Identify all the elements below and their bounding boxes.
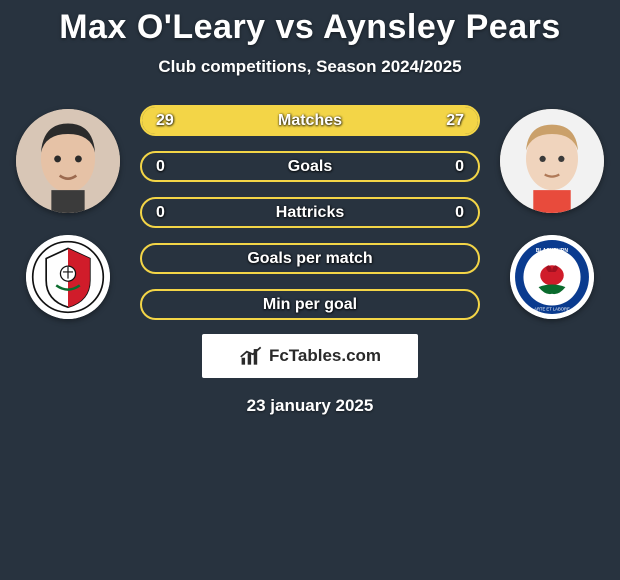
stat-label: Matches xyxy=(278,112,342,130)
right-column: BLACKBURN ARTE ET LABORE xyxy=(500,105,604,319)
stat-right-value: 0 xyxy=(455,158,464,176)
stat-row-min-per-goal: Min per goal xyxy=(140,289,480,320)
subtitle: Club competitions, Season 2024/2025 xyxy=(0,57,620,77)
stat-row-hattricks: 0 Hattricks 0 xyxy=(140,197,480,228)
comparison-card: Max O'Leary vs Aynsley Pears Club compet… xyxy=(0,0,620,416)
stat-right-value: 27 xyxy=(446,112,464,130)
page-title: Max O'Leary vs Aynsley Pears xyxy=(0,8,620,47)
stats-column: 29 Matches 27 0 Goals 0 0 Hattricks 0 Go… xyxy=(140,105,480,320)
stat-row-goals-per-match: Goals per match xyxy=(140,243,480,274)
footer: FcTables.com 23 january 2025 xyxy=(0,334,620,416)
stat-label: Hattricks xyxy=(276,204,344,222)
chart-icon xyxy=(239,345,265,367)
club-left-badge xyxy=(26,235,110,319)
stat-label: Goals xyxy=(288,158,332,176)
logo-text: FcTables.com xyxy=(269,346,381,366)
fctables-logo: FcTables.com xyxy=(202,334,418,378)
stat-left-value: 0 xyxy=(156,158,165,176)
svg-text:ARTE ET LABORE: ARTE ET LABORE xyxy=(534,307,570,312)
player-left-avatar xyxy=(16,109,120,213)
body-row: 29 Matches 27 0 Goals 0 0 Hattricks 0 Go… xyxy=(0,105,620,320)
stat-right-value: 0 xyxy=(455,204,464,222)
date-line: 23 january 2025 xyxy=(247,396,374,416)
stat-left-value: 29 xyxy=(156,112,174,130)
stat-row-matches: 29 Matches 27 xyxy=(140,105,480,136)
stat-row-goals: 0 Goals 0 xyxy=(140,151,480,182)
stat-label: Min per goal xyxy=(263,296,357,314)
svg-text:BLACKBURN: BLACKBURN xyxy=(536,248,569,254)
left-column xyxy=(16,105,120,319)
stat-label: Goals per match xyxy=(247,250,372,268)
player-right-avatar xyxy=(500,109,604,213)
stat-left-value: 0 xyxy=(156,204,165,222)
club-right-badge: BLACKBURN ARTE ET LABORE xyxy=(510,235,594,319)
